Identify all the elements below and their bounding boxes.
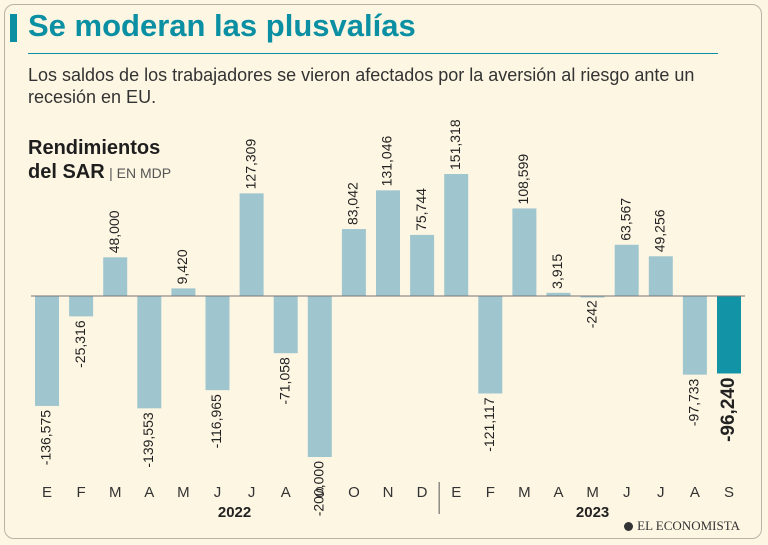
- value-label-3: -139,553: [140, 412, 156, 467]
- page-title: Se moderan las plusvalías: [28, 8, 416, 43]
- month-label-0: E: [42, 484, 52, 501]
- value-label-12: 151,318: [447, 119, 463, 170]
- value-label-15: 3,915: [549, 254, 565, 289]
- value-label-7: -71,058: [276, 357, 292, 405]
- value-label-13: -121,117: [481, 397, 497, 451]
- bar-17: [614, 244, 639, 296]
- bar-11: [410, 234, 435, 296]
- chart-units: | EN MDP: [109, 165, 172, 181]
- bar-10: [376, 190, 400, 296]
- month-label-15: A: [553, 484, 563, 501]
- bar-0: [35, 296, 59, 406]
- chart-title-line1: Rendimientos: [28, 137, 161, 159]
- title-accent-bar: [10, 14, 17, 42]
- month-label-6: J: [248, 484, 256, 501]
- value-label-17: 63,567: [617, 198, 633, 241]
- value-label-8: -200,000: [311, 461, 327, 516]
- month-label-8: S: [315, 484, 325, 501]
- value-label-20: -96,240: [718, 377, 739, 441]
- value-label-2: 48,000: [106, 210, 122, 253]
- value-label-19: -97,733: [686, 378, 702, 426]
- bar-19: [682, 296, 707, 375]
- month-label-9: O: [348, 484, 360, 501]
- bar-9: [341, 229, 366, 296]
- month-label-12: E: [451, 484, 461, 501]
- value-label-10: 131,046: [379, 136, 395, 187]
- year-label-0: 2022: [218, 504, 251, 521]
- value-label-9: 83,042: [345, 182, 361, 225]
- value-label-4: 9,420: [174, 249, 190, 284]
- bar-5: [205, 296, 230, 391]
- value-label-11: 75,744: [413, 188, 429, 231]
- bar-2: [103, 257, 128, 296]
- value-label-18: 49,256: [652, 209, 668, 252]
- bar-1: [69, 296, 94, 317]
- month-label-10: N: [383, 484, 394, 501]
- month-label-2: M: [109, 484, 122, 501]
- bar-7: [273, 296, 298, 354]
- month-label-20: S: [724, 484, 734, 501]
- value-label-0: -136,575: [38, 410, 54, 465]
- value-label-14: 108,599: [515, 154, 531, 205]
- month-label-17: J: [623, 484, 631, 501]
- bar-18: [648, 256, 673, 296]
- bar-4: [171, 288, 196, 296]
- chart-title-line2: del SAR: [28, 161, 105, 183]
- month-label-7: A: [281, 484, 291, 501]
- subtitle: Los saldos de los trabajadores se vieron…: [28, 65, 695, 107]
- month-label-16: M: [586, 484, 599, 501]
- value-label-1: -25,316: [72, 320, 88, 368]
- value-label-6: 127,309: [242, 139, 258, 190]
- chart-heading: Rendimientos del SAR | EN MDP: [28, 136, 171, 186]
- bar-6: [239, 193, 264, 296]
- bar-8: [307, 296, 332, 457]
- month-label-11: D: [417, 484, 428, 501]
- brand-logo-icon: [624, 521, 634, 531]
- title-divider: [28, 53, 718, 54]
- month-label-19: A: [690, 484, 700, 501]
- year-label-1: 2023: [576, 504, 609, 521]
- value-label-5: -116,965: [208, 394, 224, 448]
- month-label-14: M: [518, 484, 531, 501]
- bar-12: [444, 174, 469, 296]
- bar-15: [546, 292, 571, 296]
- bar-20: [717, 296, 741, 374]
- month-label-13: F: [486, 484, 495, 501]
- bar-16: [580, 296, 605, 298]
- frame: [4, 4, 762, 539]
- bar-14: [512, 208, 537, 296]
- bar-3: [137, 296, 162, 409]
- brand-name: EL ECONOMISTA: [637, 518, 740, 533]
- month-label-5: J: [214, 484, 222, 501]
- bar-13: [478, 296, 503, 394]
- month-label-3: A: [144, 484, 154, 501]
- value-label-16: -242: [583, 300, 599, 328]
- month-label-18: J: [657, 484, 665, 501]
- month-label-1: F: [77, 484, 86, 501]
- brand-logo: EL ECONOMISTA: [624, 518, 740, 534]
- month-label-4: M: [177, 484, 190, 501]
